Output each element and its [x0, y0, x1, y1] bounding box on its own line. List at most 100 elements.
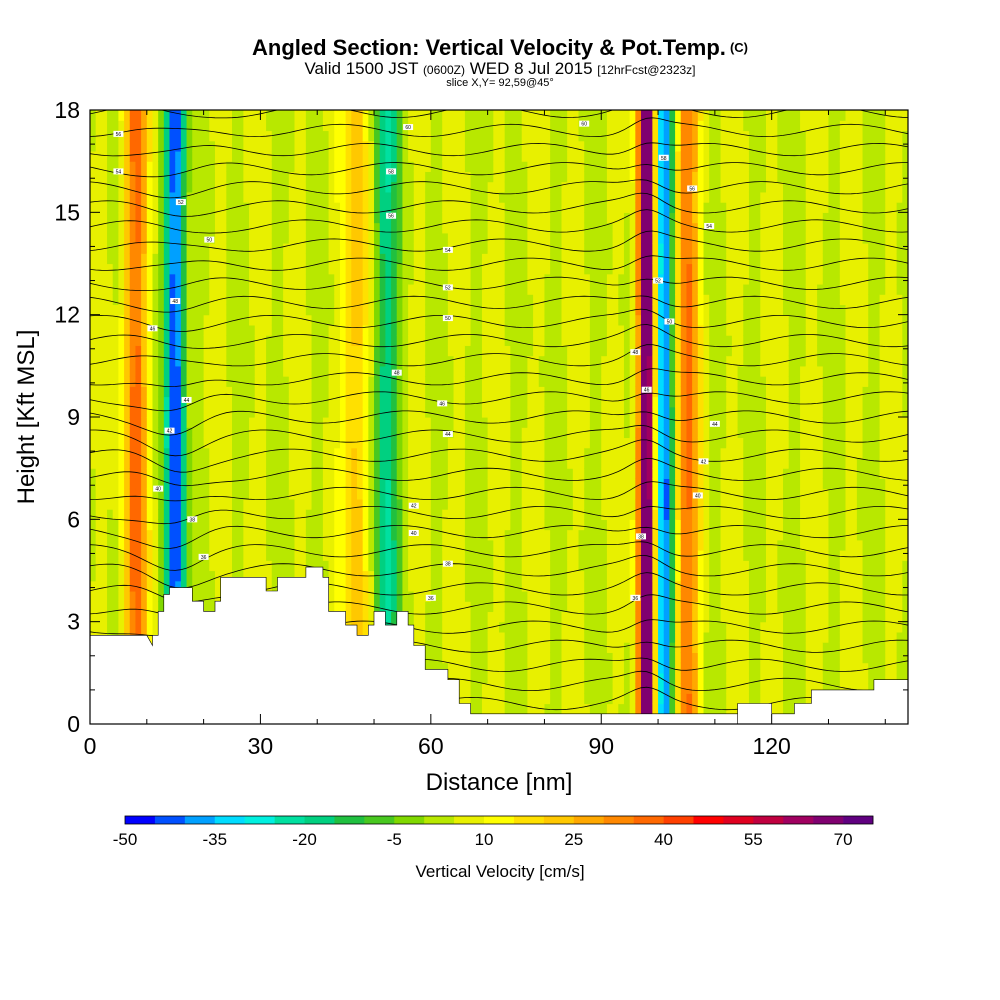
field-cell: [334, 253, 341, 265]
field-cell: [516, 662, 523, 674]
field-cell: [112, 202, 120, 213]
field-cell: [436, 222, 443, 234]
field-cell: [464, 191, 472, 203]
field-cell: [180, 161, 188, 172]
field-cell: [283, 150, 290, 162]
field-cell: [538, 560, 546, 572]
field-cell: [146, 447, 154, 459]
field-cell: [163, 232, 171, 244]
field-cell: [271, 365, 279, 377]
field-cell: [237, 447, 244, 459]
field-cell: [220, 396, 227, 408]
field-cell: [436, 652, 443, 664]
field-cell: [322, 263, 330, 275]
field-cell: [169, 314, 176, 326]
field-cell: [90, 283, 97, 295]
field-cell: [141, 191, 148, 203]
field-cell: [322, 437, 330, 449]
field-cell: [118, 120, 125, 132]
field-cell: [470, 498, 477, 510]
field-cell: [129, 457, 137, 469]
field-cell: [214, 488, 222, 500]
field-cell: [379, 550, 386, 561]
field-cell: [129, 243, 137, 254]
field-cell: [442, 273, 449, 285]
field-cell: [214, 590, 222, 602]
field-cell: [521, 611, 529, 623]
field-cell: [413, 601, 421, 613]
field-cell: [516, 406, 523, 418]
field-cell: [413, 212, 421, 224]
field-cell: [499, 376, 506, 387]
field-cell: [141, 406, 148, 418]
field-cell: [328, 570, 335, 582]
field-cell: [481, 202, 489, 213]
field-cell: [402, 212, 409, 224]
field-cell: [311, 539, 318, 551]
field-cell: [413, 376, 421, 387]
field-cell: [481, 335, 489, 346]
field-cell: [232, 478, 239, 490]
field-cell: [249, 478, 256, 490]
field-cell: [538, 468, 546, 479]
field-cell: [226, 447, 233, 459]
field-cell: [430, 447, 438, 459]
field-cell: [527, 314, 534, 326]
field-cell: [453, 498, 460, 510]
field-cell: [118, 232, 125, 244]
field-cell: [425, 631, 432, 643]
field-cell: [487, 560, 494, 572]
field-cell: [197, 539, 205, 551]
field-cell: [271, 150, 279, 162]
field-cell: [322, 457, 330, 469]
field-cell: [413, 314, 421, 326]
field-cell: [538, 498, 546, 510]
field-cell: [152, 150, 159, 162]
chart-title: Angled Section: Vertical Velocity & Pot.…: [0, 36, 1000, 60]
field-cell: [442, 457, 449, 469]
field-cell: [260, 130, 267, 142]
field-cell: [345, 539, 352, 551]
field-cell: [368, 560, 375, 572]
field-cell: [163, 437, 171, 449]
field-cell: [169, 150, 176, 162]
field-cell: [135, 253, 142, 265]
field-cell: [470, 611, 477, 623]
field-cell: [243, 457, 250, 469]
field-cell: [459, 191, 466, 203]
field-cell: [243, 222, 250, 234]
field-cell: [203, 447, 210, 459]
field-cell: [232, 140, 239, 152]
field-cell: [425, 550, 432, 561]
field-cell: [391, 161, 398, 172]
field-cell: [544, 335, 551, 346]
field-cell: [527, 601, 534, 613]
field-cell: [447, 273, 455, 285]
field-cell: [129, 120, 137, 132]
field-cell: [470, 171, 477, 183]
field-cell: [510, 519, 517, 531]
field-cell: [249, 519, 256, 531]
field-cell: [379, 150, 386, 162]
field-cell: [249, 376, 256, 387]
field-cell: [391, 406, 398, 418]
field-cell: [118, 365, 125, 377]
field-cell: [141, 140, 148, 152]
field-cell: [322, 406, 330, 418]
field-cell: [538, 294, 546, 306]
field-cell: [158, 345, 165, 357]
field-cell: [379, 355, 386, 367]
field-cell: [464, 652, 472, 664]
field-cell: [351, 202, 358, 213]
field-cell: [351, 314, 358, 326]
field-cell: [408, 222, 415, 234]
field-cell: [345, 130, 352, 142]
field-cell: [232, 324, 239, 336]
field-cell: [544, 498, 551, 510]
field-cell: [504, 345, 511, 357]
field-cell: [499, 335, 506, 346]
field-cell: [101, 457, 108, 469]
field-cell: [447, 263, 455, 275]
field-cell: [277, 386, 284, 398]
field-cell: [470, 519, 477, 531]
